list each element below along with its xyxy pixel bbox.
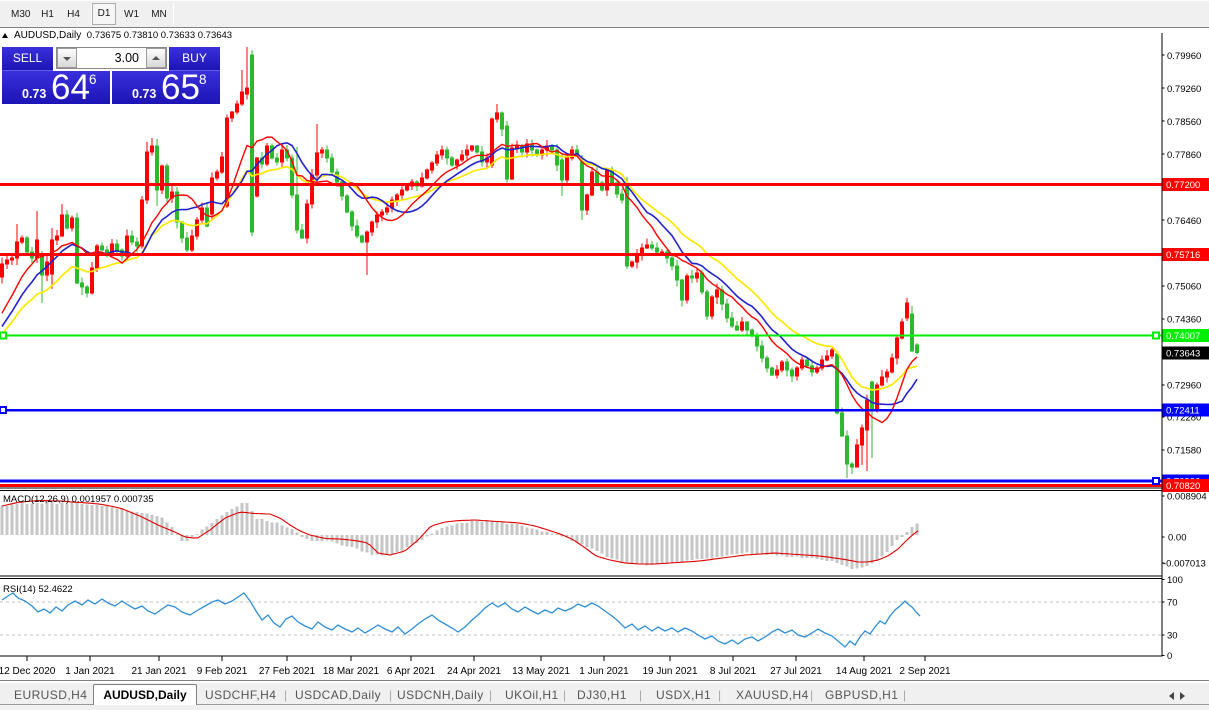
svg-text:0.00: 0.00 [1168,533,1187,544]
svg-text:0: 0 [1167,651,1172,662]
svg-text:RSI(14) 52.4622: RSI(14) 52.4622 [3,584,73,595]
svg-text:21 Jan 2021: 21 Jan 2021 [131,666,186,677]
svg-text:0.76460: 0.76460 [1167,216,1201,227]
svg-text:70: 70 [1167,598,1178,609]
svg-text:27 Jul 2021: 27 Jul 2021 [770,666,822,677]
svg-text:0.77860: 0.77860 [1167,150,1201,161]
svg-text:1 Jun 2021: 1 Jun 2021 [579,666,629,677]
svg-text:0.77200: 0.77200 [1166,180,1200,191]
svg-text:0.73643: 0.73643 [1166,349,1200,360]
svg-text:0.74360: 0.74360 [1167,315,1201,326]
svg-text:9 Feb 2021: 9 Feb 2021 [197,666,248,677]
svg-text:0.72960: 0.72960 [1167,381,1201,392]
svg-text:0.008904: 0.008904 [1167,492,1207,503]
svg-text:12 Dec 2020: 12 Dec 2020 [0,666,56,677]
svg-text:0.75060: 0.75060 [1167,282,1201,293]
svg-text:19 Jun 2021: 19 Jun 2021 [642,666,697,677]
svg-text:8 Jul 2021: 8 Jul 2021 [710,666,757,677]
svg-text:24 Apr 2021: 24 Apr 2021 [447,666,501,677]
svg-text:MACD(12,26,9) 0.001957 0.00073: MACD(12,26,9) 0.001957 0.000735 [3,494,154,505]
svg-text:2 Sep 2021: 2 Sep 2021 [899,666,951,677]
svg-text:0.72411: 0.72411 [1166,406,1200,417]
svg-text:6 Apr 2021: 6 Apr 2021 [387,666,436,677]
svg-text:13 May 2021: 13 May 2021 [512,666,570,677]
svg-text:0.72280: 0.72280 [1167,413,1201,424]
svg-text:0.70820: 0.70820 [1166,481,1200,492]
svg-text:0.78560: 0.78560 [1167,117,1201,128]
svg-text:14 Aug 2021: 14 Aug 2021 [836,666,893,677]
svg-text:-0.007013: -0.007013 [1163,559,1206,570]
svg-text:0.71580: 0.71580 [1167,446,1201,457]
svg-text:0.75716: 0.75716 [1166,250,1200,261]
svg-text:1 Jan 2021: 1 Jan 2021 [65,666,115,677]
svg-text:0.74007: 0.74007 [1166,331,1200,342]
svg-text:18 Mar 2021: 18 Mar 2021 [323,666,380,677]
svg-text:0.79960: 0.79960 [1167,51,1201,62]
svg-text:27 Feb 2021: 27 Feb 2021 [259,666,316,677]
svg-text:30: 30 [1167,631,1178,642]
svg-text:0.79260: 0.79260 [1167,84,1201,95]
svg-text:100: 100 [1167,575,1183,586]
